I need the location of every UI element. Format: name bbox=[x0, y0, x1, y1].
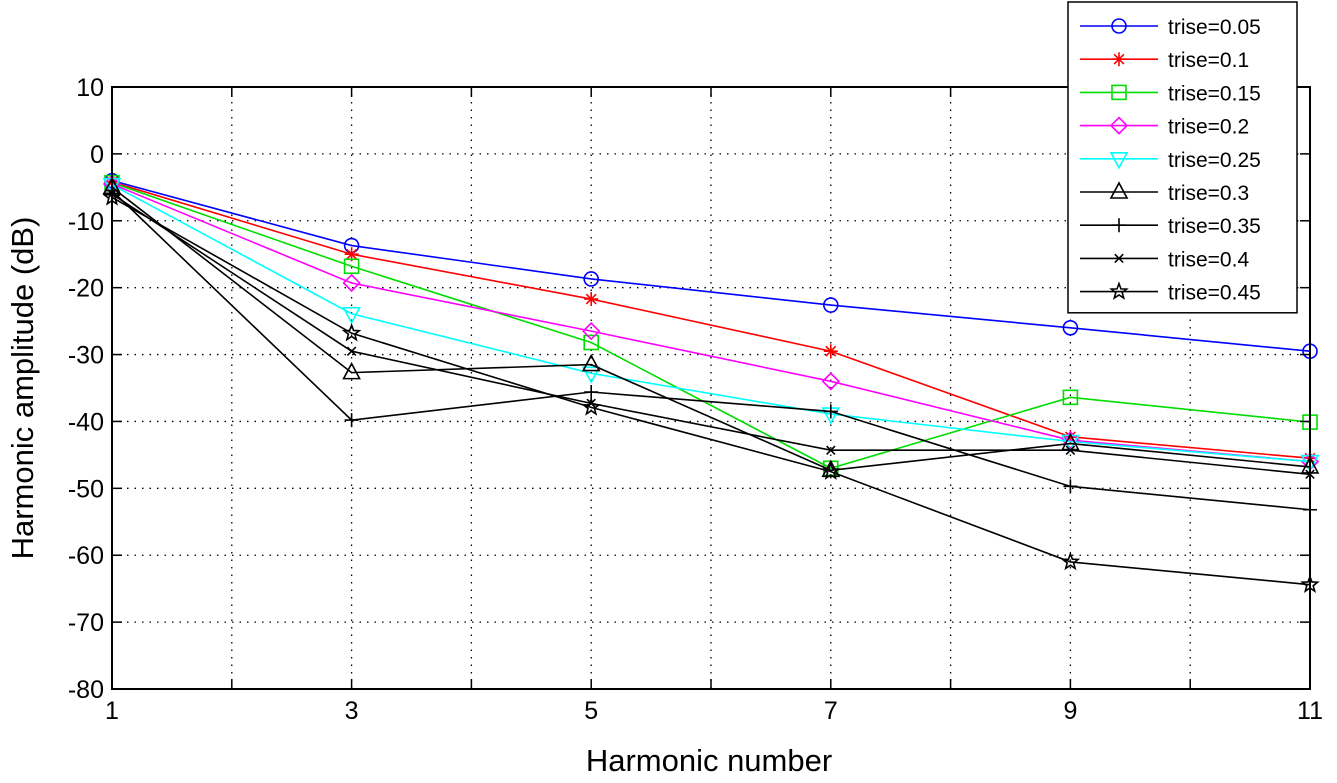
legend-marker bbox=[1109, 152, 1129, 170]
legend-entry: trise=0.3 bbox=[1080, 181, 1249, 205]
data-point bbox=[342, 361, 361, 380]
legend-label: trise=0.45 bbox=[1168, 282, 1261, 305]
x-tick-label: 5 bbox=[584, 697, 598, 725]
data-point bbox=[826, 445, 836, 455]
data-point bbox=[581, 397, 601, 416]
data-point bbox=[583, 271, 600, 287]
legend-label: trise=0.4 bbox=[1168, 248, 1249, 271]
axes: 1 3 5 7 9 11 10 0 -10 -20 -30 -40 -50 -60 -70 -80 bbox=[68, 74, 1323, 725]
data-point bbox=[581, 353, 601, 372]
legend-entry: trise=0.05 bbox=[1080, 16, 1261, 39]
data-point bbox=[821, 461, 841, 480]
legend-entry: trise=0.35 bbox=[1080, 215, 1261, 238]
legend-entry: trise=0.15 bbox=[1080, 82, 1261, 105]
data-point bbox=[584, 385, 599, 400]
data-point bbox=[582, 322, 601, 341]
y-tick-label: -10 bbox=[68, 208, 104, 236]
y-axis-title: Harmonic amplitude (dB) bbox=[5, 217, 40, 560]
data-point bbox=[821, 372, 840, 391]
legend-marker bbox=[1109, 281, 1129, 300]
data-point bbox=[1060, 551, 1081, 571]
data-point bbox=[342, 306, 361, 325]
legend-label: trise=0.05 bbox=[1168, 16, 1261, 39]
series-trise=0.05 bbox=[104, 172, 1318, 360]
series-line bbox=[111, 186, 1311, 472]
legend-entry: trise=0.45 bbox=[1080, 281, 1261, 305]
x-tick-label: 9 bbox=[1063, 697, 1077, 725]
series-line bbox=[111, 190, 1311, 511]
legend-marker bbox=[1111, 84, 1127, 101]
data-point bbox=[342, 273, 361, 293]
legend-label: trise=0.3 bbox=[1168, 182, 1249, 205]
y-tick-label: -20 bbox=[68, 275, 104, 303]
legend-label: trise=0.15 bbox=[1168, 82, 1261, 105]
series-line bbox=[111, 179, 1311, 353]
y-tick-label: -70 bbox=[68, 609, 104, 637]
series-trise=0.45 bbox=[102, 187, 1320, 593]
y-tick-label: 10 bbox=[76, 74, 104, 102]
data-point bbox=[822, 297, 839, 313]
data-point bbox=[823, 344, 838, 359]
legend-label: trise=0.2 bbox=[1168, 116, 1249, 139]
legend-label: trise=0.25 bbox=[1168, 149, 1261, 172]
y-tick-label: -40 bbox=[68, 408, 104, 436]
legend-entry: trise=0.25 bbox=[1080, 149, 1261, 172]
legend: trise=0.05 trise=0.1 trise=0.15 trise=0.2 tr… bbox=[1067, 1, 1298, 314]
data-point bbox=[344, 413, 359, 428]
x-axis-title: Harmonic number bbox=[586, 743, 832, 778]
data-point bbox=[1065, 445, 1076, 455]
data-point bbox=[1063, 479, 1078, 494]
data-point bbox=[343, 258, 360, 275]
series-line bbox=[111, 196, 1311, 586]
legend-marker bbox=[1114, 253, 1124, 264]
y-tick-label: -30 bbox=[68, 342, 104, 370]
data-point bbox=[346, 346, 357, 356]
x-tick-label: 7 bbox=[824, 697, 838, 725]
data-point bbox=[1062, 319, 1079, 336]
data-point bbox=[1063, 429, 1078, 444]
x-tick-label: 3 bbox=[345, 697, 359, 725]
legend-marker bbox=[1112, 218, 1126, 233]
legend-label: trise=0.35 bbox=[1168, 215, 1261, 238]
data-point bbox=[584, 292, 599, 307]
legend-marker bbox=[1109, 116, 1129, 135]
legend-marker bbox=[1111, 18, 1127, 34]
legend-marker bbox=[1109, 181, 1129, 199]
series-line bbox=[111, 181, 1311, 460]
legend-entry: trise=0.2 bbox=[1080, 116, 1249, 139]
legend-label: trise=0.1 bbox=[1168, 49, 1249, 72]
legend-entry: trise=0.1 bbox=[1080, 49, 1249, 72]
data-point bbox=[1062, 389, 1079, 406]
legend-entry: trise=0.4 bbox=[1080, 248, 1249, 271]
data-point bbox=[583, 334, 600, 351]
legend-box bbox=[1067, 1, 1298, 314]
data-point bbox=[581, 366, 601, 384]
y-tick-label: -80 bbox=[68, 676, 104, 704]
y-tick-label: -60 bbox=[68, 542, 104, 570]
y-tick-label: 0 bbox=[90, 141, 104, 169]
data-point bbox=[823, 404, 838, 419]
y-tick-label: -50 bbox=[68, 475, 104, 503]
series-line bbox=[111, 181, 1311, 470]
data-point bbox=[1061, 431, 1080, 450]
x-tick-label: 11 bbox=[1297, 697, 1323, 725]
data-point bbox=[341, 322, 362, 342]
data-point bbox=[344, 247, 359, 262]
series-line bbox=[111, 183, 1311, 463]
x-tick-label: 1 bbox=[105, 697, 119, 725]
series-line bbox=[111, 183, 1311, 463]
series-line bbox=[111, 193, 1311, 476]
legend-marker bbox=[1112, 52, 1126, 67]
